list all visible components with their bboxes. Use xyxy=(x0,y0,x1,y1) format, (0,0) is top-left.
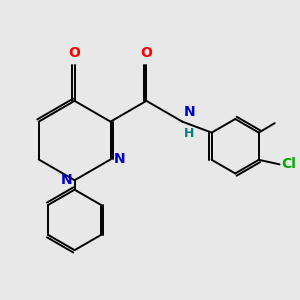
Text: Cl: Cl xyxy=(281,158,296,171)
Text: N: N xyxy=(61,173,73,187)
Text: O: O xyxy=(140,46,152,60)
Text: N: N xyxy=(113,152,125,167)
Text: N: N xyxy=(184,105,196,119)
Text: O: O xyxy=(69,46,80,60)
Text: H: H xyxy=(184,127,195,140)
